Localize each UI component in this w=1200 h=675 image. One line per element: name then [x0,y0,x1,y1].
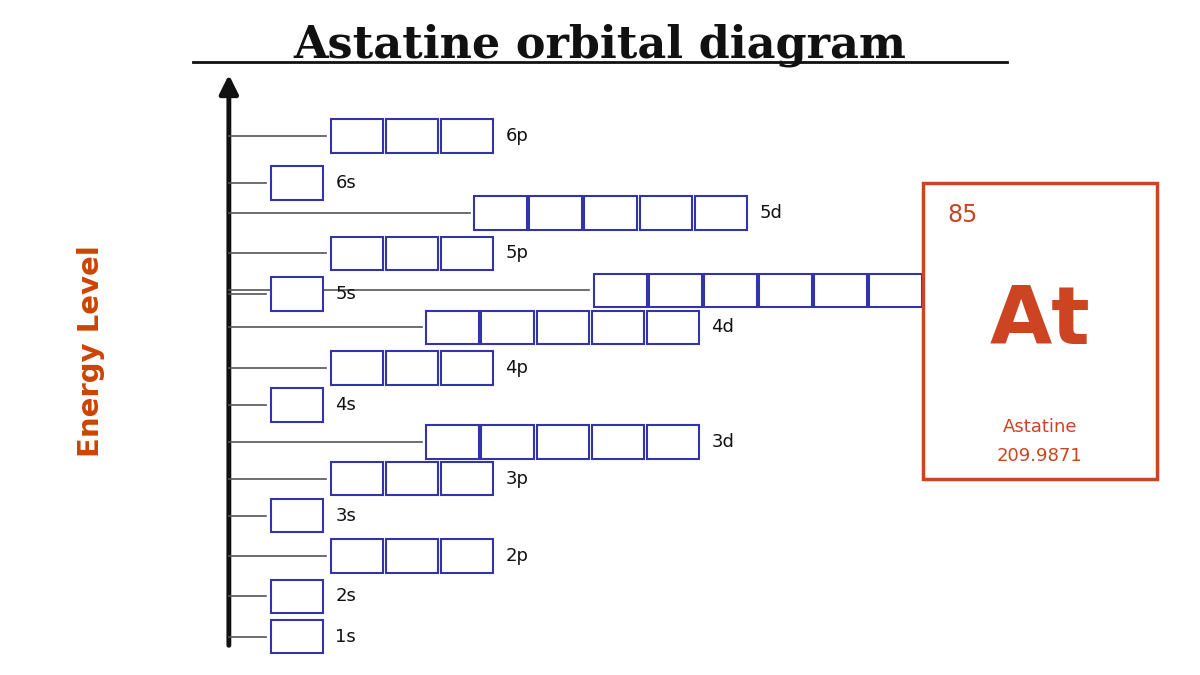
Bar [529,196,582,230]
Bar [440,237,493,270]
Text: 6p: 6p [505,127,528,145]
Bar [474,196,527,230]
Text: 4f: 4f [989,281,1007,300]
Bar [385,462,438,495]
Bar [440,119,493,153]
Bar [536,310,589,344]
Text: 3p: 3p [505,470,528,487]
Text: 2s: 2s [336,587,356,605]
Bar [647,425,700,458]
Text: 4d: 4d [712,319,734,336]
Text: At: At [990,283,1091,361]
Text: Energy Level: Energy Level [77,245,106,457]
Bar [481,425,534,458]
Bar [385,351,438,385]
Bar [869,273,922,307]
Text: 3d: 3d [712,433,734,451]
Text: 4p: 4p [505,358,528,377]
Bar [271,166,324,200]
Bar [271,277,324,310]
Text: 4s: 4s [336,396,356,414]
Bar [426,425,479,458]
Text: 1s: 1s [336,628,356,646]
Bar [331,119,383,153]
Bar [271,499,324,533]
Text: Astatine: Astatine [1003,418,1078,436]
Bar [647,310,700,344]
Bar [536,425,589,458]
Bar [695,196,748,230]
Bar [923,183,1157,479]
Bar [331,237,383,270]
Bar [760,273,812,307]
Bar [481,310,534,344]
Bar [584,196,637,230]
Text: 5d: 5d [760,204,782,222]
Bar [594,273,647,307]
Bar [331,351,383,385]
Bar [592,425,644,458]
Bar [704,273,757,307]
Text: 85: 85 [947,203,978,227]
Text: 2p: 2p [505,547,528,565]
Text: 5s: 5s [336,285,356,303]
Bar [640,196,692,230]
Bar [440,539,493,573]
Bar [271,388,324,421]
Bar [440,462,493,495]
Bar [426,310,479,344]
Bar [331,462,383,495]
Bar [331,539,383,573]
Text: 6s: 6s [336,174,356,192]
Text: 209.9871: 209.9871 [997,448,1082,466]
Text: 5p: 5p [505,244,528,263]
Bar [385,237,438,270]
Bar [815,273,866,307]
Bar [924,273,977,307]
Bar [592,310,644,344]
Text: 3s: 3s [336,507,356,524]
Bar [271,580,324,613]
Bar [649,273,702,307]
Text: Astatine orbital diagram: Astatine orbital diagram [294,24,906,67]
Bar [440,351,493,385]
Bar [271,620,324,653]
Bar [385,119,438,153]
Bar [385,539,438,573]
